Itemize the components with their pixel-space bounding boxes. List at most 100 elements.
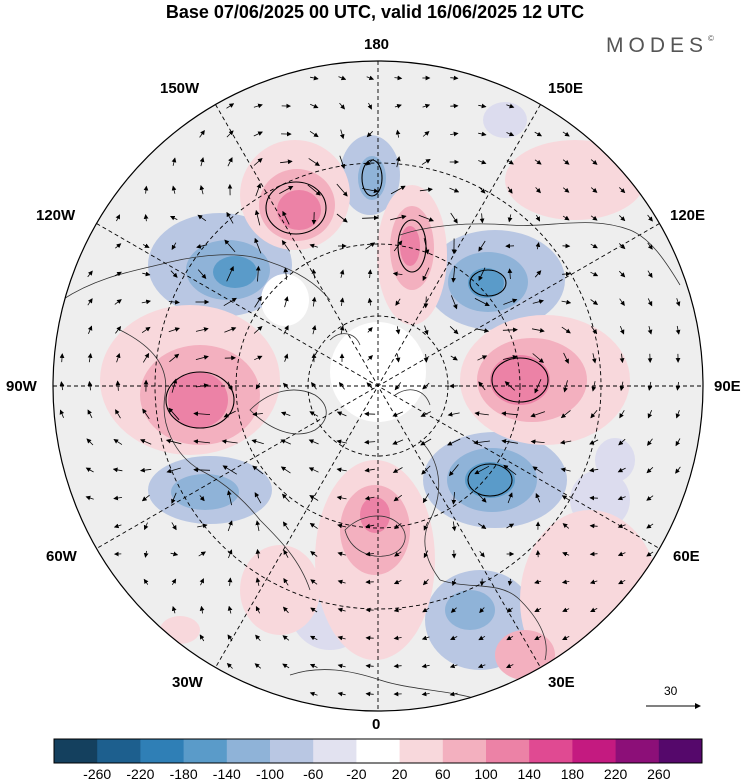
wind-vector	[646, 523, 654, 529]
wind-vector	[141, 494, 150, 502]
wind-vector	[254, 663, 262, 669]
wind-vector	[619, 325, 625, 335]
wind-vector	[647, 325, 653, 335]
wind-vector	[421, 663, 430, 669]
wind-vector	[199, 495, 205, 502]
wind-vector	[311, 382, 317, 390]
wind-vector	[311, 325, 317, 335]
lon-label-30w: 30W	[172, 674, 203, 691]
wind-vector	[532, 466, 544, 474]
wind-vector	[530, 411, 546, 418]
wind-vector	[590, 243, 598, 249]
wind-vector	[591, 353, 597, 364]
wind-vector	[478, 381, 486, 391]
wind-vector	[535, 214, 540, 222]
wind-vector	[254, 355, 263, 361]
wind-vector	[589, 467, 599, 473]
lon-label-0: 0	[372, 716, 381, 733]
colorbar-segment	[572, 739, 616, 763]
wind-vector	[478, 240, 486, 252]
wind-vector	[590, 271, 599, 277]
wind-vector	[171, 492, 177, 504]
wind-vector	[283, 549, 289, 558]
wind-vector	[501, 438, 518, 444]
wind-vector	[532, 353, 544, 364]
wind-vector	[562, 215, 570, 221]
wind-vector	[390, 214, 407, 221]
wind-vector	[394, 103, 402, 109]
colorbar-segment	[183, 739, 228, 763]
wind-vector	[617, 551, 626, 557]
lon-label-90e: 90E	[714, 378, 741, 395]
wind-vector	[252, 411, 263, 417]
wind-vector	[591, 381, 597, 392]
wind-vector	[223, 297, 237, 307]
wind-vector	[282, 210, 290, 225]
wind-vector	[115, 214, 120, 222]
wind-vector	[394, 523, 402, 530]
wind-vector	[195, 327, 209, 332]
wind-vector	[562, 635, 570, 640]
wind-vector	[227, 520, 233, 532]
wind-vector	[590, 326, 598, 335]
wind-vector	[534, 635, 542, 640]
wind-vector	[165, 438, 182, 445]
wind-vector	[451, 578, 457, 587]
wind-vector	[171, 606, 177, 614]
wind-vector	[339, 129, 345, 140]
wind-vector	[195, 355, 209, 360]
lon-label-150e: 150E	[548, 80, 584, 97]
wind-vector	[561, 495, 570, 501]
wind-vector	[143, 550, 149, 558]
lon-label-60w: 60W	[46, 548, 77, 565]
wind-vector	[423, 353, 429, 363]
wind-vector	[502, 327, 518, 333]
wind-vector	[364, 495, 375, 501]
wind-vector	[141, 326, 151, 334]
colorbar-segment	[529, 739, 573, 763]
wind-vector	[675, 466, 681, 474]
wind-vector	[280, 466, 291, 474]
wind-vector	[254, 492, 262, 504]
wind-vector	[336, 467, 347, 473]
wind-vector	[394, 382, 402, 391]
wind-vector	[309, 411, 319, 417]
wind-vector	[503, 298, 518, 305]
wind-vector	[280, 159, 293, 165]
wind-vectors	[59, 75, 681, 697]
wind-vector	[115, 325, 122, 334]
wind-vector	[254, 295, 262, 308]
wind-vector	[563, 380, 568, 393]
wind-vector	[675, 381, 681, 391]
wind-vector	[560, 410, 571, 419]
wind-vector	[450, 295, 458, 310]
wind-vector	[308, 158, 320, 167]
wind-vector	[647, 270, 653, 278]
wind-vector	[478, 159, 487, 165]
lon-label-60e: 60E	[673, 548, 700, 565]
wind-vector	[166, 467, 181, 474]
wind-vector	[255, 577, 261, 586]
wind-vector	[589, 523, 598, 529]
wind-vector	[309, 495, 319, 501]
wind-vector	[390, 185, 406, 195]
colorbar-segment	[399, 739, 444, 763]
wind-vector	[281, 240, 291, 252]
wind-vector	[112, 467, 123, 473]
wind-vector	[647, 438, 653, 446]
wind-vector	[448, 464, 459, 477]
wind-vector	[193, 439, 211, 444]
colorbar-border	[53, 738, 703, 764]
wind-vector	[309, 635, 318, 641]
wind-vector	[647, 381, 653, 391]
wind-vector	[226, 265, 234, 282]
wind-vector	[392, 411, 404, 417]
wind-vector	[171, 185, 177, 194]
wind-vector	[478, 131, 487, 137]
wind-vector	[253, 157, 263, 166]
wind-vector	[282, 382, 289, 389]
colorbar-tick-label: 220	[603, 766, 628, 782]
wind-vector	[590, 410, 598, 419]
wind-vector	[450, 212, 458, 224]
wind-vector	[367, 269, 373, 279]
